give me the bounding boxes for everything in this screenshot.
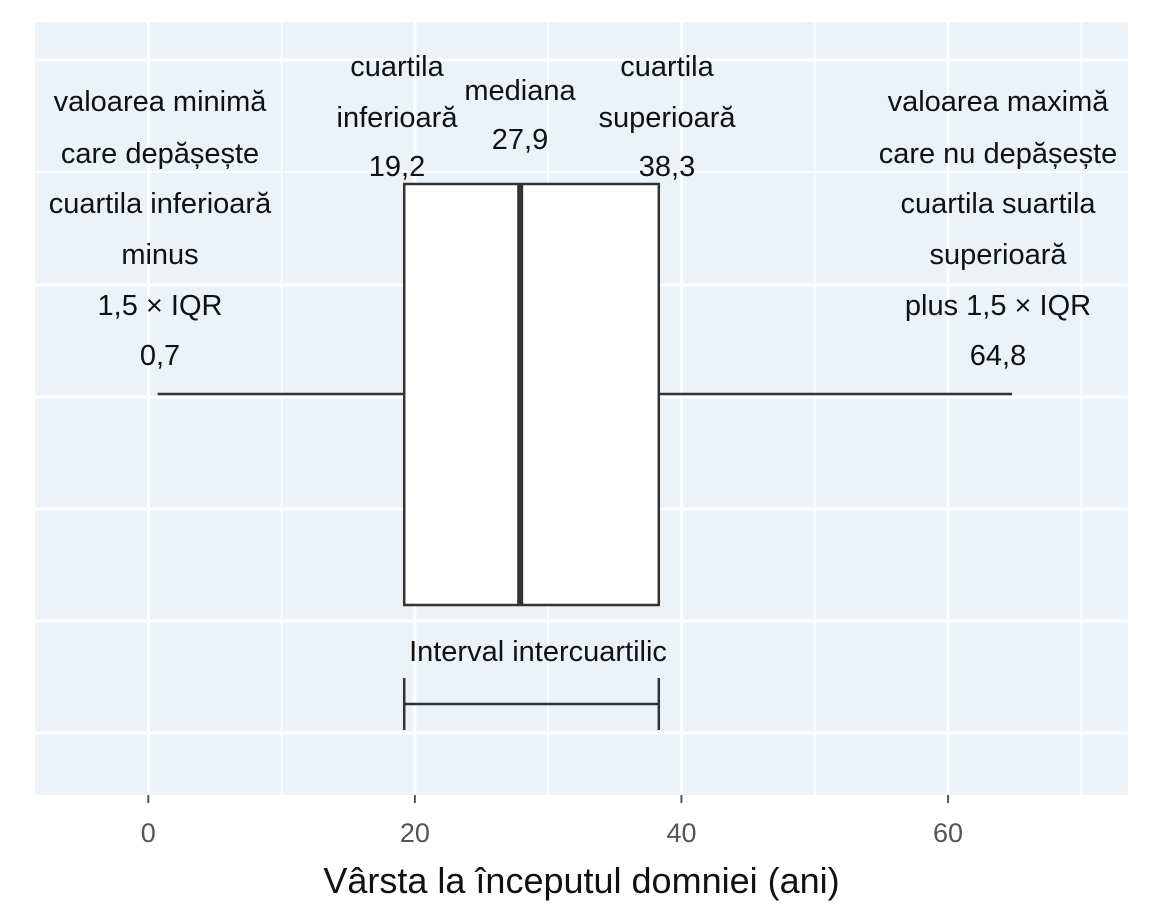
x-tick-label: 40 (666, 818, 696, 848)
min-annotation-line: 1,5 × IQR (98, 290, 223, 322)
x-tick-label: 0 (141, 818, 156, 848)
x-tick-label: 60 (933, 818, 963, 848)
max-annotation-line: superioară (929, 239, 1067, 271)
iqr-annotation-label: Interval intercuartilic (409, 636, 667, 668)
median-value-label: 27,9 (492, 124, 548, 156)
q3-annotation-line: cuartila (620, 51, 714, 83)
iqr-box (402, 182, 661, 607)
min-annotation-line: valoarea minimă (54, 86, 268, 118)
x-axis-title: Vârsta la începutul domniei (ani) (323, 860, 839, 901)
min-annotation-line: cuartila inferioară (49, 188, 272, 220)
min-annotation-line: care depășește (61, 138, 259, 170)
min-annotation-line: minus (121, 239, 198, 271)
max-annotation-line: plus 1,5 × IQR (905, 290, 1091, 322)
annotations: valoarea minimă care depășește cuartila in… (49, 51, 1118, 668)
q1-annotation-line: cuartila (350, 51, 444, 83)
box-marks (157, 182, 1013, 730)
max-annotation-line: care nu depășește (879, 138, 1118, 170)
max-annotation-line: cuartila suartila (900, 188, 1096, 220)
x-axis-ticks: 0 20 40 60 (141, 795, 963, 848)
q3-value-label: 38,3 (639, 151, 695, 183)
x-tick-label: 20 (400, 818, 430, 848)
median-annotation-line: mediana (464, 75, 576, 107)
max-value-label: 64,8 (970, 340, 1026, 372)
q1-value-label: 19,2 (369, 151, 425, 183)
q1-annotation-line: inferioară (337, 102, 459, 134)
q3-annotation-line: superioară (598, 102, 736, 134)
max-annotation-line: valoarea maximă (888, 86, 1110, 118)
min-value-label: 0,7 (140, 340, 180, 372)
